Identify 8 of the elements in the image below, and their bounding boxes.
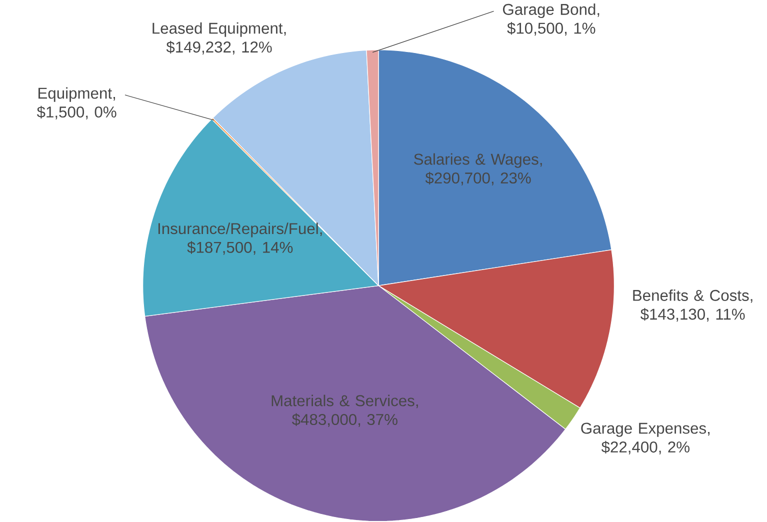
slice-label: Garage Expenses, $22,400, 2% <box>581 422 710 455</box>
slice-label: Salaries & Wages, $290,700, 23% <box>414 153 542 186</box>
slice-label: Materials & Services, $483,000, 37% <box>272 394 418 428</box>
slice-label: Benefits & Costs, $143,130, 11% <box>633 290 752 322</box>
slice-label: Equipment, $1,500, 0% <box>36 87 116 120</box>
slice-label: Insurance/Repairs/Fuel, $187,500, 14% <box>158 222 322 255</box>
slice-label: Leased Equipment, $149,232, 12% <box>152 22 286 55</box>
slice-label: Garage Bond, $10,500, 1% <box>503 4 600 36</box>
